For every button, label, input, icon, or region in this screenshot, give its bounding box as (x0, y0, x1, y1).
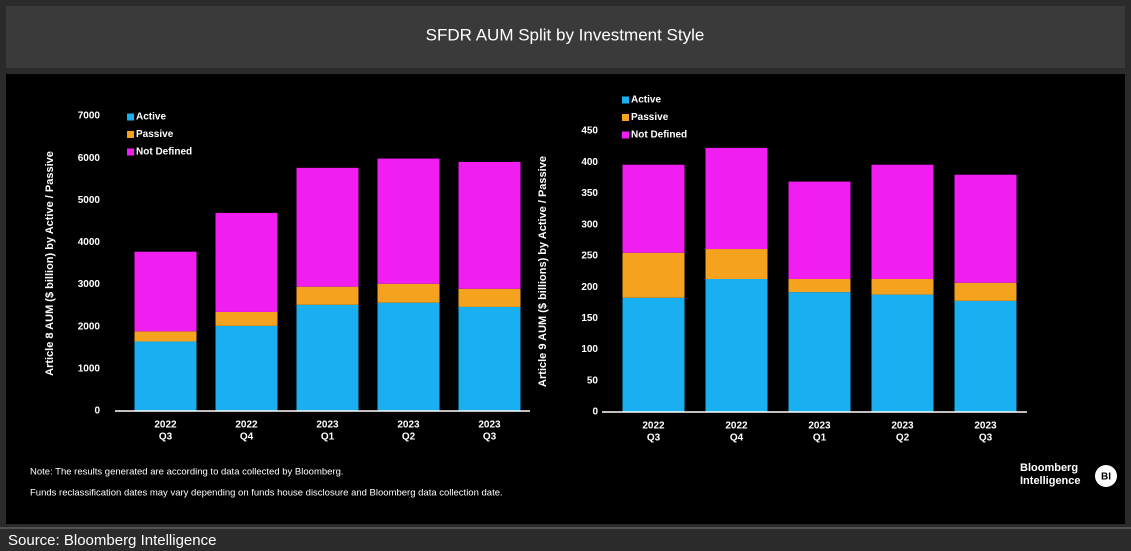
x-tick-label: Q3 (159, 432, 173, 443)
bar-segment (788, 181, 851, 279)
bar-segment (134, 251, 197, 332)
logo-badge-text: BI (1101, 472, 1111, 483)
y-tick-label: 1000 (78, 363, 101, 374)
bar-segment (134, 341, 197, 411)
bar-segment (215, 311, 278, 326)
x-tick-label: 2023 (397, 420, 420, 431)
legend-swatch (622, 114, 629, 121)
bar-segment (377, 302, 440, 411)
note: Funds reclassification dates may vary de… (30, 488, 503, 499)
legend-swatch (127, 131, 134, 138)
bar-segment (954, 300, 1017, 412)
x-tick-label: 2022 (725, 421, 748, 432)
x-tick-label: 2023 (974, 421, 997, 432)
x-tick-label: 2023 (891, 421, 914, 432)
bar-segment (705, 249, 768, 279)
bar-segment (871, 164, 934, 279)
x-tick-label: 2022 (642, 421, 665, 432)
x-tick-label: Q2 (402, 432, 416, 443)
bar-segment (458, 306, 521, 411)
y-tick-label: 400 (581, 157, 598, 168)
y-axis-label: Article 9 AUM ($ billions) by Active / P… (537, 156, 549, 387)
logo-badge (1095, 465, 1117, 487)
y-tick-label: 200 (581, 282, 598, 293)
bar-segment (215, 212, 278, 312)
bar-segment (377, 158, 440, 284)
bar-segment (215, 325, 278, 411)
bar-segment (296, 167, 359, 287)
bar-segment (458, 161, 521, 289)
bar-segment (871, 278, 934, 295)
x-tick-label: Q2 (896, 433, 910, 444)
legend-swatch (622, 96, 629, 104)
y-tick-label: 3000 (78, 279, 101, 290)
y-tick-label: 250 (581, 251, 598, 262)
bar-segment (705, 147, 768, 250)
x-tick-label: 2023 (808, 421, 831, 432)
y-tick-label: 4000 (78, 237, 101, 248)
bar-segment (622, 252, 685, 298)
x-tick-label: Q4 (240, 432, 254, 443)
legend-label: Active (631, 95, 661, 106)
bar-segment (622, 297, 685, 412)
note: Note: The results generated are accordin… (30, 467, 344, 478)
x-tick-label: Q1 (813, 433, 827, 444)
x-tick-label: 2022 (154, 420, 177, 431)
y-tick-label: 2000 (78, 321, 101, 332)
legend-label: Not Defined (631, 130, 687, 141)
x-tick-label: 2023 (316, 420, 339, 431)
y-tick-label: 6000 (78, 153, 101, 164)
x-tick-label: Q1 (321, 432, 335, 443)
bar-segment (296, 286, 359, 305)
bar-segment (788, 278, 851, 293)
legend-label: Passive (631, 112, 669, 123)
legend-swatch (622, 131, 629, 139)
bar-segment (954, 282, 1017, 301)
y-tick-label: 0 (592, 407, 598, 418)
y-tick-label: 0 (94, 406, 100, 417)
y-tick-label: 50 (587, 375, 599, 386)
x-tick-label: Q3 (483, 432, 497, 443)
x-tick-label: 2023 (478, 420, 501, 431)
y-tick-label: 300 (581, 219, 598, 230)
legend-label: Passive (136, 129, 174, 140)
x-tick-label: Q4 (730, 433, 744, 444)
logo-text: Bloomberg (1020, 462, 1078, 474)
y-axis-label: Article 8 AUM ($ billion) by Active / Pa… (44, 151, 56, 376)
bar-segment (296, 304, 359, 411)
legend-label: Not Defined (136, 147, 192, 158)
title-bar (6, 6, 1125, 68)
x-tick-label: Q3 (647, 433, 661, 444)
bar-segment (871, 294, 934, 412)
bar-segment (954, 174, 1017, 283)
bar-segment (622, 164, 685, 253)
bar-segment (377, 283, 440, 303)
x-tick-label: 2022 (235, 420, 258, 431)
legend-swatch (127, 113, 134, 121)
y-tick-label: 450 (581, 126, 598, 137)
bar-segment (705, 278, 768, 412)
source: Source: Bloomberg Intelligence (8, 532, 216, 549)
logo-text: Intelligence (1020, 475, 1081, 487)
legend-swatch (127, 148, 134, 156)
legend-label: Active (136, 112, 166, 123)
page-title: SFDR AUM Split by Investment Style (426, 25, 705, 44)
x-tick-label: Q3 (979, 433, 993, 444)
y-tick-label: 5000 (78, 195, 101, 206)
y-tick-label: 350 (581, 188, 598, 199)
y-tick-label: 150 (581, 313, 598, 324)
y-tick-label: 100 (581, 344, 598, 355)
bar-segment (788, 292, 851, 412)
y-tick-label: 7000 (78, 111, 101, 122)
bar-segment (134, 331, 197, 342)
bar-segment (458, 288, 521, 307)
